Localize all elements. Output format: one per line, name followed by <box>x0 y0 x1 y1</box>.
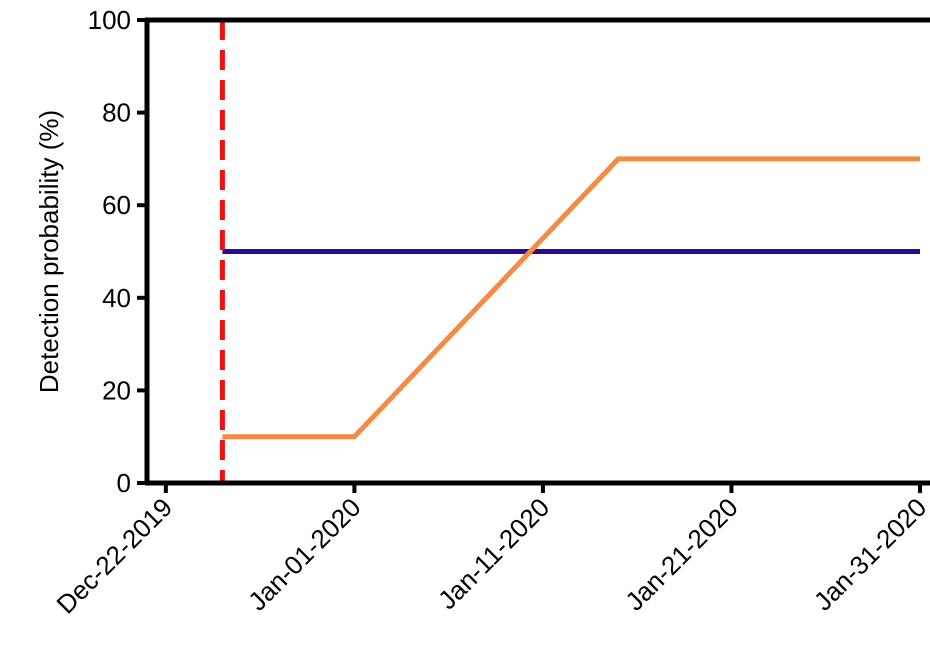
x-tick-label: Jan-31-2020 <box>808 492 930 616</box>
y-tick-label: 40 <box>102 283 131 313</box>
y-tick-label: 0 <box>117 468 131 498</box>
y-tick-label: 60 <box>102 190 131 220</box>
x-tick-label: Jan-01-2020 <box>242 492 366 616</box>
x-tick-label: Jan-11-2020 <box>432 492 555 615</box>
y-tick-label: 20 <box>102 375 131 405</box>
x-tick-label: Jan-21-2020 <box>619 492 743 616</box>
series-line-1 <box>222 156 920 440</box>
y-tick-label: 80 <box>102 98 131 128</box>
x-tick-label: Dec-22-2019 <box>51 492 179 620</box>
plot-area <box>219 20 920 483</box>
y-tick-label: 100 <box>88 5 131 35</box>
y-ticks: 0 20 40 60 80 100 <box>88 5 147 498</box>
y-axis-label: Detection probability (%) <box>34 110 64 393</box>
x-ticks: Dec-22-2019 Jan-01-2020 Jan-11-2020 Jan-21-… <box>51 483 930 620</box>
